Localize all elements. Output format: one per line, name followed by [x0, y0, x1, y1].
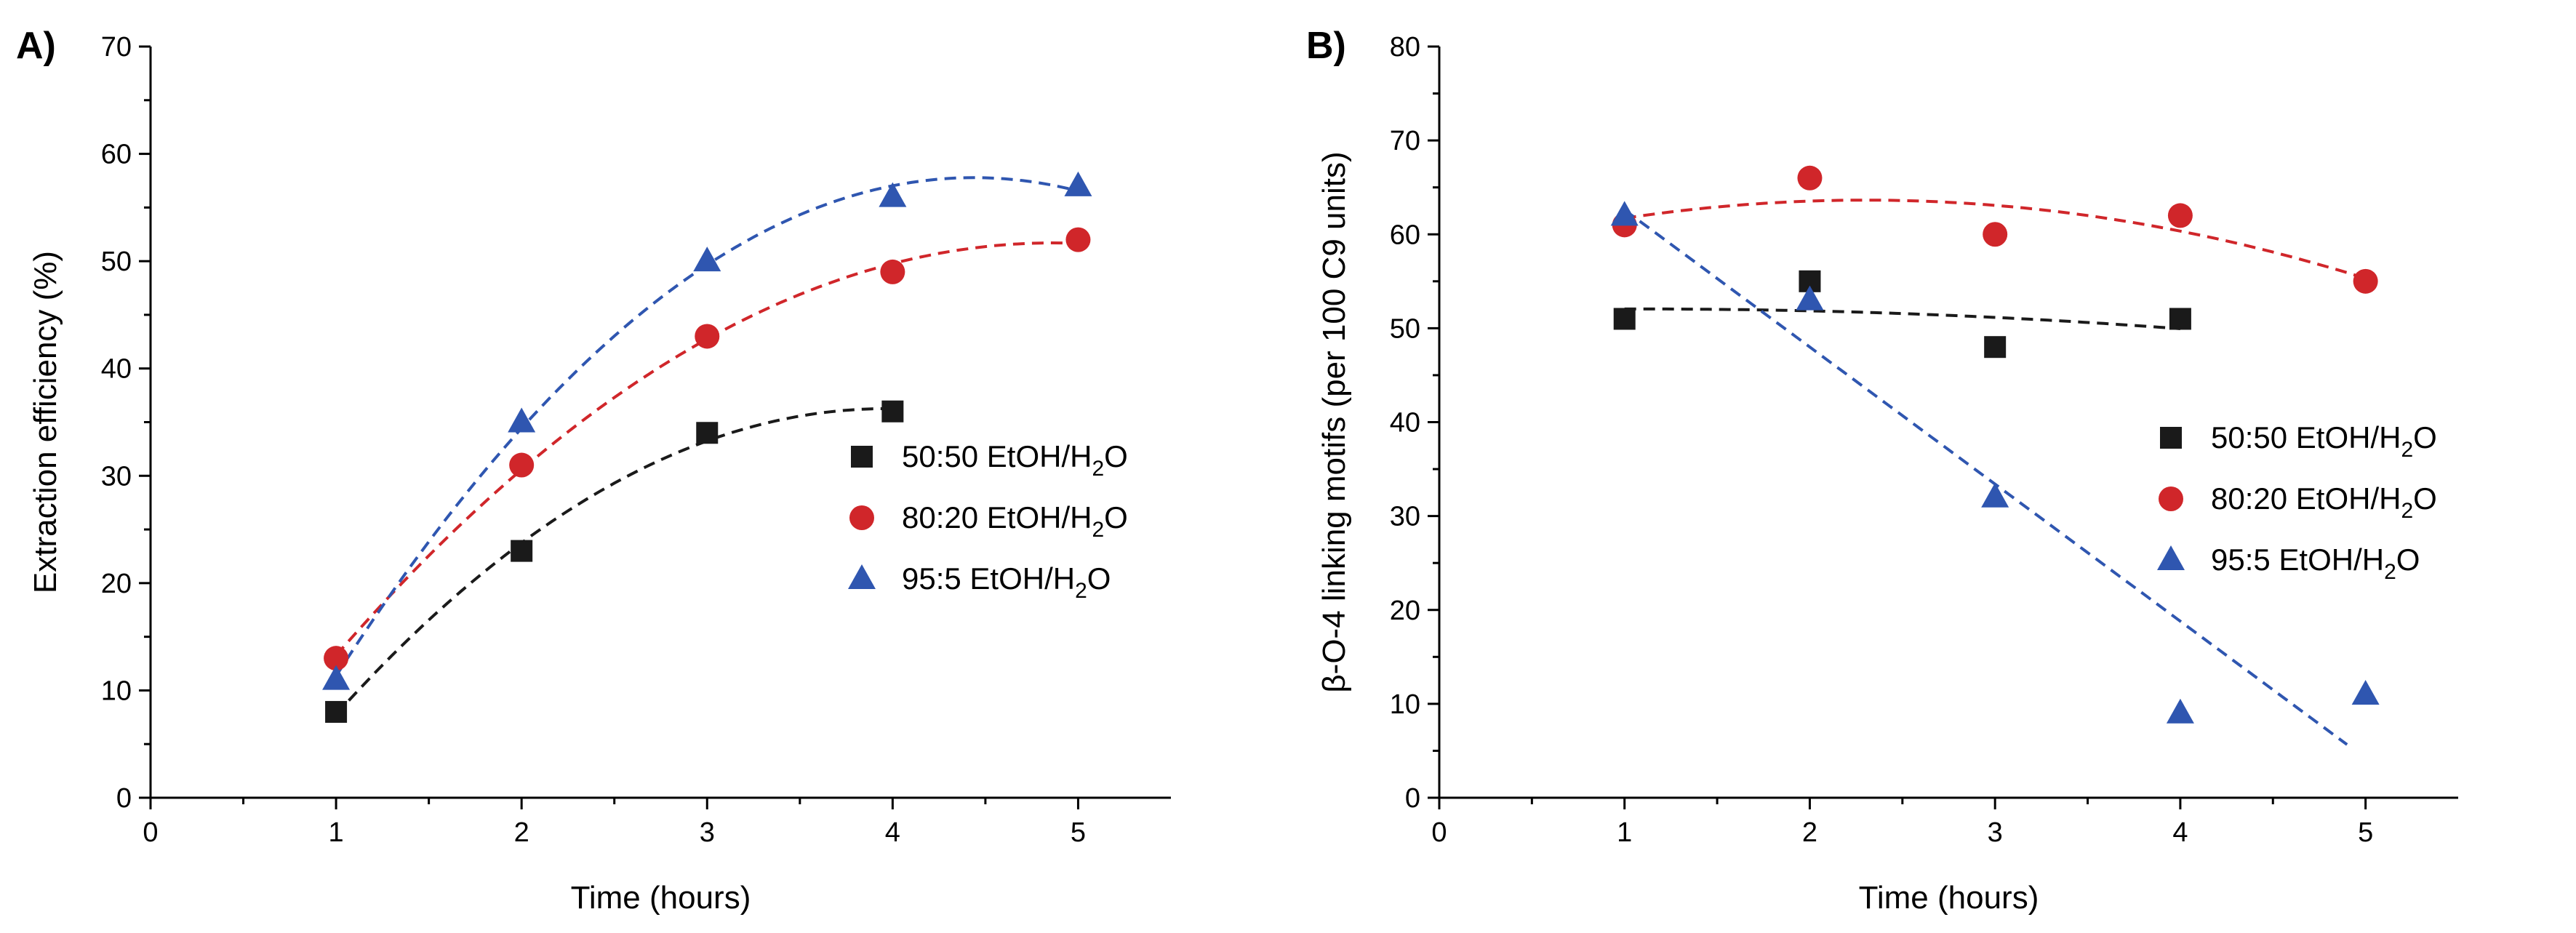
data-point-circle	[1065, 227, 1091, 252]
y-tick-label: 10	[101, 676, 132, 706]
x-tick-label: 4	[2172, 817, 2188, 848]
x-tick-label: 5	[2358, 817, 2373, 848]
data-point-circle	[880, 259, 905, 284]
legend-marker-square	[851, 446, 873, 468]
data-point-circle	[1797, 165, 1823, 191]
x-tick-label: 2	[1802, 817, 1817, 848]
legend-label: 80:20 EtOH/H2O	[2211, 481, 2437, 523]
y-tick-label: 10	[1390, 689, 1420, 720]
x-tick-label: 0	[143, 817, 158, 848]
y-tick-label: 80	[1390, 32, 1420, 63]
y-tick-label: 20	[101, 569, 132, 599]
data-point-circle	[324, 646, 349, 671]
data-point-square	[881, 400, 904, 423]
data-point-triangle	[508, 407, 536, 433]
legend-label: 80:20 EtOH/H2O	[902, 500, 1128, 542]
data-point-triangle	[693, 247, 721, 272]
data-point-square	[1984, 336, 2007, 359]
legend-marker-triangle	[2157, 545, 2185, 570]
y-tick-label: 30	[101, 461, 132, 492]
panel-label: A)	[16, 25, 56, 67]
y-tick-label: 30	[1390, 502, 1420, 532]
data-point-circle	[509, 452, 535, 478]
legend-label: 50:50 EtOH/H2O	[2211, 420, 2437, 462]
y-axis-title: β-O-4 linking motifs (per 100 C9 units)	[1316, 151, 1352, 692]
data-point-circle	[2167, 203, 2193, 228]
data-point-triangle	[2166, 698, 2194, 724]
data-point-circle	[1983, 222, 2008, 247]
y-tick-label: 40	[101, 354, 132, 385]
y-tick-label: 40	[1390, 408, 1420, 439]
data-point-square	[511, 540, 533, 562]
legend-marker-triangle	[848, 564, 876, 589]
fit-line-circle	[1624, 199, 2367, 280]
data-point-triangle	[2351, 679, 2380, 705]
data-point-square	[1613, 308, 1636, 330]
data-point-square	[2169, 308, 2191, 330]
y-tick-label: 60	[101, 140, 132, 170]
legend-marker-circle	[2159, 486, 2183, 511]
y-tick-label: 50	[1390, 313, 1420, 344]
data-point-triangle	[1981, 482, 2009, 508]
legend-label: 95:5 EtOH/H2O	[902, 561, 1111, 603]
x-tick-label: 1	[1617, 817, 1632, 848]
y-tick-label: 70	[101, 32, 132, 63]
y-tick-label: 20	[1390, 596, 1420, 626]
x-tick-label: 2	[514, 817, 529, 848]
data-point-triangle	[322, 665, 351, 690]
y-tick-label: 50	[101, 247, 132, 277]
data-point-circle	[695, 324, 720, 349]
x-axis-title: Time (hours)	[1859, 880, 2039, 916]
fit-line-triangle	[1623, 209, 2348, 746]
data-point-square	[325, 700, 348, 723]
legend-label: 50:50 EtOH/H2O	[902, 439, 1128, 481]
fit-line-square	[335, 407, 893, 716]
legend-marker-square	[2160, 427, 2182, 449]
y-tick-label: 0	[1405, 783, 1420, 814]
panel-label: B)	[1306, 25, 1346, 67]
data-point-square	[696, 422, 719, 444]
y-axis-title: Extraction efficiency (%)	[28, 251, 63, 593]
x-tick-label: 3	[700, 817, 715, 848]
fit-line-circle	[335, 241, 1079, 657]
y-tick-label: 0	[116, 783, 132, 814]
x-axis-title: Time (hours)	[571, 880, 751, 916]
x-tick-label: 1	[329, 817, 344, 848]
y-tick-label: 70	[1390, 126, 1420, 156]
data-point-triangle	[1064, 171, 1092, 196]
fit-line-square	[1624, 307, 2181, 330]
data-point-triangle	[1610, 201, 1639, 226]
x-tick-label: 0	[1431, 817, 1447, 848]
data-point-circle	[2353, 268, 2378, 294]
x-tick-label: 3	[1988, 817, 2003, 848]
y-tick-label: 60	[1390, 220, 1420, 250]
data-point-triangle	[1796, 285, 1824, 311]
legend-marker-circle	[849, 505, 874, 530]
x-tick-label: 5	[1071, 817, 1086, 848]
x-tick-label: 4	[885, 817, 900, 848]
data-point-triangle	[879, 182, 907, 207]
legend-label: 95:5 EtOH/H2O	[2211, 542, 2420, 584]
